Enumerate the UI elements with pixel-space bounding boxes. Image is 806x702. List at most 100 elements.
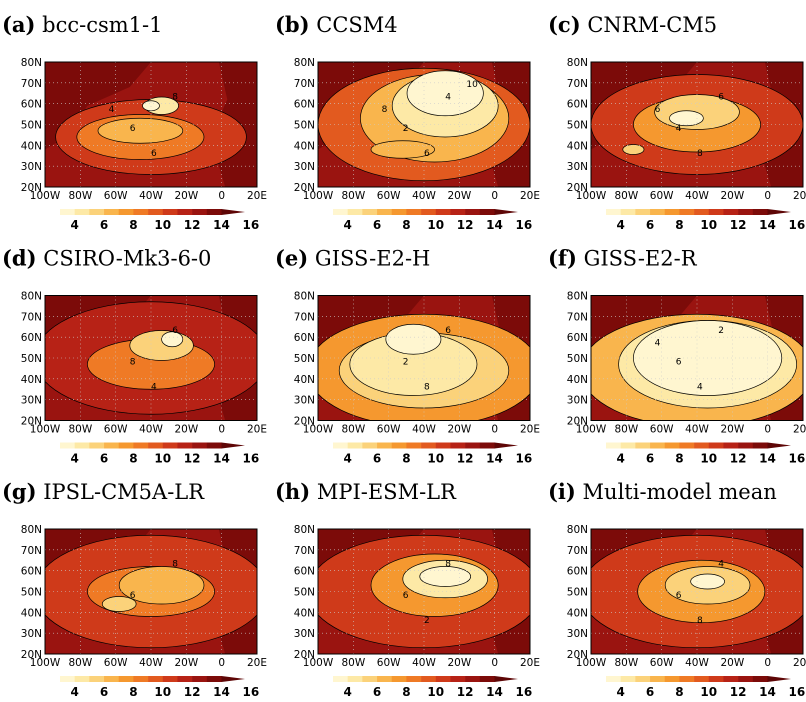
colorbar-tick-label: 6: [100, 218, 108, 232]
colorbar-segment: [694, 209, 710, 215]
colorbar-tick-label: 12: [457, 685, 474, 699]
lat-tick-label: 30N: [294, 161, 315, 173]
lat-tick-label: 40N: [567, 607, 588, 619]
colorbar-segment: [391, 676, 407, 682]
colorbar-tick-label: 12: [730, 685, 747, 699]
colorbar-tick-label: 4: [617, 452, 625, 466]
lon-tick-label: 40W: [412, 657, 436, 669]
colorbar-tick-label: 14: [486, 218, 503, 232]
colorbar-tick-label: 14: [213, 452, 230, 466]
colorbar-segment: [347, 442, 363, 449]
map: [45, 62, 257, 187]
colorbar-tick-label: 4: [344, 218, 352, 232]
lon-tick-label: 40W: [685, 424, 709, 436]
lon-tick-label: 40W: [139, 190, 163, 202]
shading: [118, 566, 205, 605]
lat-tick-label: 60N: [567, 99, 588, 111]
map-frame: [44, 295, 258, 421]
colorbar-segment: [148, 676, 164, 682]
lat-tick-label: 30N: [21, 161, 42, 173]
map-frame: [44, 528, 258, 655]
colorbar-segment: [465, 442, 481, 449]
colorbar-tick-label: 10: [154, 685, 171, 699]
colorbar-tick-label: 14: [759, 452, 776, 466]
colorbar-tick-label: 4: [617, 685, 625, 699]
lon-tick-label: 20E: [520, 424, 540, 436]
contour-label: 4: [151, 382, 157, 392]
lon-tick-label: 0: [764, 657, 771, 669]
lon-tick-label: 20E: [247, 424, 267, 436]
contour-label: 4: [676, 124, 682, 134]
colorbar-segment: [450, 209, 466, 215]
colorbar-segment: [192, 676, 208, 682]
colorbar-segment: [635, 442, 651, 449]
lat-tick-label: 80N: [294, 57, 315, 69]
lat-tick-label: 20N: [294, 649, 315, 661]
lat-tick-label: 40N: [21, 140, 42, 152]
lat-tick-label: 40N: [294, 140, 315, 152]
lat-tick-label: 80N: [294, 291, 315, 303]
panel-title: (g) IPSL-CM5A-LR: [2, 479, 205, 504]
panel-title: (f) GISS-E2-R: [548, 246, 698, 271]
panel-label: (h): [275, 479, 310, 504]
colorbar-segment: [752, 676, 768, 682]
panel-name: MPI-ESM-LR: [317, 480, 457, 504]
map-frame: [317, 295, 531, 421]
colorbar-segment: [664, 209, 680, 215]
colorbar-tick-label: 4: [344, 452, 352, 466]
colorbar-tick-label: 10: [154, 452, 171, 466]
lat-tick-label: 80N: [567, 524, 588, 536]
colorbar-segment: [377, 442, 393, 449]
colorbar-tick-label: 8: [675, 452, 683, 466]
lat-tick-label: 20N: [21, 416, 42, 428]
colorbar-segment: [494, 442, 518, 449]
colorbar-segment: [391, 209, 407, 215]
lon-tick-label: 0: [764, 424, 771, 436]
lat-tick-label: 40N: [294, 607, 315, 619]
lon-tick-label: 0: [491, 657, 498, 669]
colorbar-tick-label: 10: [427, 685, 444, 699]
lon-tick-label: 100W: [576, 190, 607, 202]
panel-name: GISS-E2-H: [315, 247, 430, 271]
colorbar-segment: [221, 209, 245, 215]
contour-label: 2: [718, 326, 724, 336]
colorbar-segment: [723, 676, 739, 682]
colorbar-segment: [347, 209, 363, 215]
shading: [419, 566, 471, 587]
panel-label: (f): [548, 246, 577, 271]
lon-tick-label: 60W: [377, 424, 401, 436]
colorbar-segment: [650, 209, 666, 215]
panel-label: (c): [548, 12, 581, 37]
lon-tick-label: 40W: [685, 190, 709, 202]
colorbar-segment: [104, 209, 120, 215]
colorbar-segment: [406, 676, 422, 682]
colorbar-tick-label: 14: [759, 685, 776, 699]
lat-tick-label: 50N: [21, 120, 42, 132]
colorbar-segment: [767, 209, 791, 215]
colorbar-segment: [206, 676, 222, 682]
lon-tick-label: 60W: [650, 424, 674, 436]
lon-tick-label: 40W: [412, 424, 436, 436]
colorbar-segment: [679, 442, 695, 449]
colorbar-segment: [162, 442, 178, 449]
lat-tick-label: 80N: [567, 291, 588, 303]
lat-tick-label: 30N: [21, 395, 42, 407]
panel-label: (a): [2, 12, 35, 37]
colorbar-segment: [679, 209, 695, 215]
lat-tick-label: 70N: [567, 78, 588, 90]
colorbar-tick-label: 12: [457, 452, 474, 466]
colorbar-segment: [133, 676, 149, 682]
map: [318, 62, 530, 187]
colorbar-tick-label: 10: [700, 685, 717, 699]
lat-tick-label: 60N: [567, 566, 588, 578]
lon-tick-label: 20W: [720, 190, 744, 202]
lon-tick-label: 100W: [303, 190, 334, 202]
lon-tick-label: 60W: [377, 190, 401, 202]
colorbar-segment: [104, 676, 120, 682]
colorbar-segment: [465, 676, 481, 682]
panel-label: (g): [2, 479, 37, 504]
lon-tick-label: 0: [218, 657, 225, 669]
lat-tick-label: 70N: [21, 311, 42, 323]
shading: [669, 110, 704, 127]
lat-tick-label: 40N: [567, 374, 588, 386]
